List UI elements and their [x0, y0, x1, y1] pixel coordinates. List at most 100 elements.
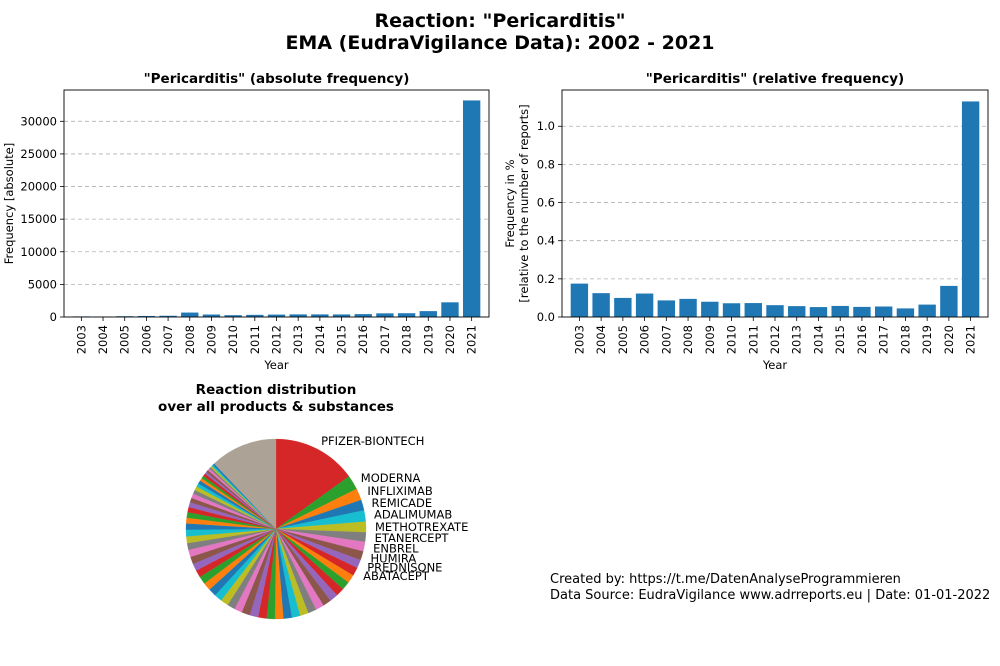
- axes-frame: [561, 89, 989, 318]
- x-tick-label: 2015: [833, 325, 847, 354]
- x-tick-label: 2010: [226, 325, 240, 354]
- pie-label: ABATACEPT: [363, 569, 430, 583]
- bar-2019: [918, 304, 936, 317]
- bar-2005: [614, 297, 632, 317]
- bar-2007: [159, 315, 177, 317]
- x-tick-label: 2015: [335, 325, 349, 354]
- bar-2018: [896, 308, 915, 317]
- pie-title-line2: over all products & substances: [158, 399, 394, 415]
- bar-chart-2: "Pericarditis" (relative frequency) 0.0 0.…: [503, 71, 989, 372]
- x-tick-label: 2018: [898, 325, 912, 354]
- pie-label: ENBREL: [373, 542, 419, 556]
- x-tick-label: 2021: [465, 325, 479, 354]
- x-tick-label: 2008: [183, 325, 197, 354]
- bar-2020: [441, 302, 459, 317]
- x-axis-label: Year: [263, 358, 289, 372]
- y-tick-label: 0.8: [537, 157, 555, 171]
- x-tick-label: 2005: [616, 325, 630, 354]
- x-tick-label: 2018: [400, 325, 414, 354]
- x-tick-label: 2012: [768, 325, 782, 354]
- bar-2008: [181, 312, 199, 317]
- y-tick-label: 0.0: [537, 310, 555, 324]
- pie-label: HUMIRA: [371, 552, 417, 566]
- x-tick-label: 2009: [204, 325, 218, 354]
- pie-label: METHOTREXATE: [375, 520, 468, 534]
- bar-chart-1: "Pericarditis" (absolute frequency) 0 5000…: [2, 71, 490, 372]
- chart-title: "Pericarditis" (relative frequency): [646, 71, 904, 87]
- x-tick-label: 2009: [703, 325, 717, 354]
- y-tick-label: 10000: [20, 245, 57, 259]
- bar-2010: [722, 303, 741, 317]
- x-tick-label: 2008: [681, 325, 695, 354]
- bar-2003: [570, 283, 589, 317]
- bar-2014: [311, 314, 329, 317]
- x-tick-label: 2004: [594, 325, 608, 354]
- pie-slice-other-61: [213, 438, 277, 530]
- x-tick-label: 2007: [659, 325, 673, 354]
- x-tick-label: 2004: [96, 325, 110, 354]
- x-tick-label: 2019: [421, 325, 435, 354]
- x-tick-label: 2011: [746, 325, 760, 354]
- x-tick-label: 2012: [270, 325, 284, 354]
- x-tick-label: 2021: [964, 325, 978, 354]
- x-tick-label: 2014: [313, 325, 327, 354]
- bar-2012: [267, 314, 286, 317]
- credit-created-by: Created by: https://t.me/DatenAnalysePro…: [550, 572, 901, 587]
- y-tick-label: 1.0: [537, 119, 555, 133]
- bar-2018: [397, 313, 416, 317]
- bar-2006: [137, 315, 156, 317]
- bar-2011: [246, 314, 264, 317]
- x-tick-label: 2013: [291, 325, 305, 354]
- x-tick-label: 2003: [572, 325, 586, 354]
- x-tick-label: 2017: [378, 325, 392, 354]
- bar-2012: [766, 305, 784, 317]
- x-tick-label: 2006: [638, 325, 652, 354]
- bar-2021: [462, 100, 481, 317]
- x-tick-label: 2010: [725, 325, 739, 354]
- x-tick-label: 2020: [443, 325, 457, 354]
- bar-2009: [202, 314, 221, 317]
- bar-2020: [940, 285, 958, 317]
- y-tick-label: 0.6: [537, 196, 555, 210]
- bar-2016: [853, 306, 871, 317]
- y-tick-label: 0.2: [537, 272, 555, 286]
- x-tick-label: 2020: [942, 325, 956, 354]
- x-tick-label: 2005: [118, 325, 132, 354]
- figure-title: Reaction: "Pericarditis": [374, 10, 626, 32]
- bar-2010: [224, 315, 242, 317]
- pie-label: PREDNISONE: [367, 561, 442, 575]
- bar-2006: [635, 293, 654, 317]
- x-tick-label: 2013: [790, 325, 804, 354]
- bar-2017: [874, 306, 893, 317]
- bar-2014: [809, 307, 828, 317]
- bar-2011: [744, 303, 762, 317]
- y-tick-label: 30000: [20, 114, 57, 128]
- x-tick-label: 2006: [139, 325, 153, 354]
- credit-data-source: Data Source: EudraVigilance www.adrrepor…: [550, 588, 991, 603]
- bar-2007: [657, 300, 676, 317]
- y-tick-label: 20000: [20, 180, 57, 194]
- x-tick-label: 2003: [74, 325, 88, 354]
- x-axis-label: Year: [762, 358, 788, 372]
- pie-slice-pfizer-biontech: [275, 438, 350, 530]
- bar-2017: [376, 313, 394, 317]
- bar-2009: [701, 301, 719, 317]
- y-tick-label: 15000: [20, 212, 57, 226]
- pie-label: INFLIXIMAB: [367, 484, 432, 498]
- bar-2015: [831, 305, 849, 317]
- pie-label: ETANERCEPT: [375, 531, 450, 545]
- figure-subtitle: EMA (EudraVigilance Data): 2002 - 2021: [285, 32, 715, 54]
- x-tick-label: 2017: [877, 325, 891, 354]
- y-axis-label-line2: [relative to the number of reports]: [517, 104, 531, 302]
- bar-2004: [592, 293, 610, 317]
- y-axis-label-line1: Frequency in %: [503, 159, 517, 247]
- bar-2013: [289, 314, 307, 317]
- pie-label: REMICADE: [372, 496, 433, 510]
- pie-label: PFIZER-BIONTECH: [321, 434, 424, 448]
- axes-frame: [63, 89, 490, 318]
- y-tick-label: 0: [50, 310, 57, 324]
- y-tick-label: 0.4: [537, 234, 555, 248]
- pie-label: ADALIMUMAB: [374, 508, 452, 522]
